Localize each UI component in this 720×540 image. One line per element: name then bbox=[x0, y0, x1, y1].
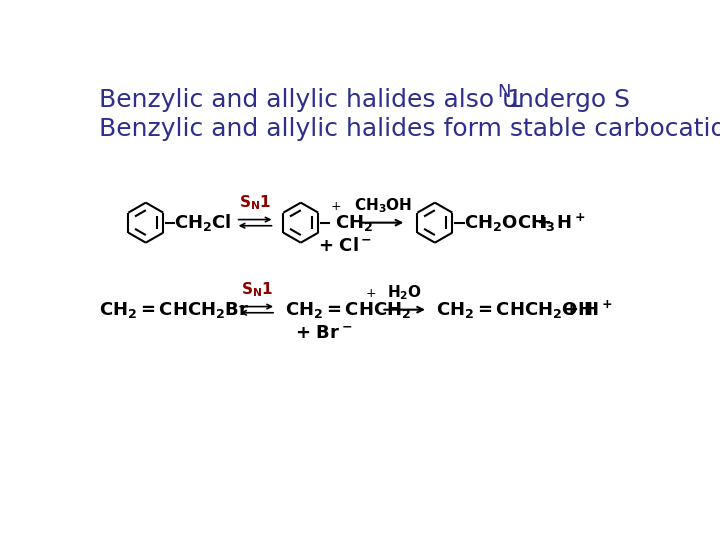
Text: Benzylic and allylic halides also undergo S: Benzylic and allylic halides also underg… bbox=[99, 88, 630, 112]
Text: +: + bbox=[330, 200, 341, 213]
Text: 1: 1 bbox=[506, 88, 522, 112]
Text: $\mathbf{+ \ Br^-}$: $\mathbf{+ \ Br^-}$ bbox=[294, 324, 352, 342]
Text: $\mathbf{S_N1}$: $\mathbf{S_N1}$ bbox=[240, 280, 273, 299]
Text: +: + bbox=[366, 287, 377, 300]
Text: $\mathbf{CH_3OH}$: $\mathbf{CH_3OH}$ bbox=[354, 196, 412, 215]
Text: $\mathbf{+ \ H^+}$: $\mathbf{+ \ H^+}$ bbox=[536, 213, 585, 232]
Text: $\mathbf{CH_2{=}CHCH_2OH}$: $\mathbf{CH_2{=}CHCH_2OH}$ bbox=[436, 300, 592, 320]
Text: $\mathbf{+ \ Cl^-}$: $\mathbf{+ \ Cl^-}$ bbox=[318, 237, 372, 255]
Text: N: N bbox=[497, 83, 510, 102]
Text: $\mathbf{CH_2{=}CHCH_2Br}$: $\mathbf{CH_2{=}CHCH_2Br}$ bbox=[99, 300, 250, 320]
Text: $\mathbf{CH_2{=}CHCH_2}$: $\mathbf{CH_2{=}CHCH_2}$ bbox=[285, 300, 412, 320]
Text: $\mathbf{CH_2}$: $\mathbf{CH_2}$ bbox=[335, 213, 373, 233]
Text: $\mathbf{CH_2Cl}$: $\mathbf{CH_2Cl}$ bbox=[174, 212, 232, 233]
Text: Benzylic and allylic halides form stable carbocations: Benzylic and allylic halides form stable… bbox=[99, 117, 720, 141]
Text: $\mathbf{+ \ H^+}$: $\mathbf{+ \ H^+}$ bbox=[563, 300, 613, 319]
Text: $\mathbf{H_2O}$: $\mathbf{H_2O}$ bbox=[387, 284, 422, 302]
Text: $\mathbf{CH_2OCH_3}$: $\mathbf{CH_2OCH_3}$ bbox=[464, 213, 556, 233]
Text: $\mathbf{S_N1}$: $\mathbf{S_N1}$ bbox=[239, 193, 271, 212]
